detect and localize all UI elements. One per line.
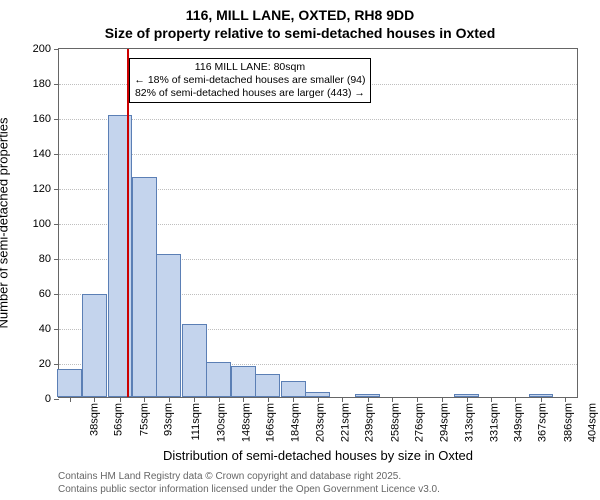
histogram-bar [82,294,107,397]
histogram-bar [355,394,380,398]
histogram-bar [206,362,231,397]
y-tick-label: 60 [39,288,59,300]
reference-marker-line [127,49,129,397]
y-tick-label: 160 [33,113,59,125]
x-tick-label: 331sqm [486,403,500,442]
x-tick-mark [442,397,443,402]
histogram-bar [231,366,256,398]
gridline [59,154,577,155]
x-tick-label: 258sqm [387,403,401,442]
y-tick-label: 180 [33,78,59,90]
x-tick-mark [194,397,195,402]
x-tick-label: 184sqm [287,403,301,442]
x-tick-mark [243,397,244,402]
footer-line-1: Contains HM Land Registry data © Crown c… [58,470,440,483]
histogram-bar [255,374,280,397]
footer-line-2: Contains public sector information licen… [58,483,440,496]
x-axis-label: Distribution of semi-detached houses by … [58,448,578,463]
x-tick-mark [293,397,294,402]
gridline [59,119,577,120]
x-tick-mark [94,397,95,402]
y-tick-label: 100 [33,218,59,230]
x-tick-mark [120,397,121,402]
x-tick-mark [318,397,319,402]
y-tick-label: 120 [33,183,59,195]
chart-container: 116, MILL LANE, OXTED, RH8 9DD Size of p… [0,0,600,500]
x-tick-mark [169,397,170,402]
x-tick-mark [467,397,468,402]
x-tick-label: 221sqm [337,403,351,442]
x-tick-label: 203sqm [313,403,327,442]
annotation-line-3: 82% of semi-detached houses are larger (… [134,87,365,100]
x-tick-mark [491,397,492,402]
title-line-1: 116, MILL LANE, OXTED, RH8 9DD [0,6,600,24]
x-tick-label: 166sqm [263,403,277,442]
histogram-bar [156,254,181,398]
y-tick-label: 200 [33,43,59,55]
x-tick-mark [417,397,418,402]
x-tick-mark [342,397,343,402]
histogram-bar [305,392,330,397]
y-axis-label: Number of semi-detached properties [0,12,11,223]
x-tick-mark [268,397,269,402]
x-tick-mark [565,397,566,402]
x-tick-label: 93sqm [161,403,175,436]
x-tick-label: 239sqm [362,403,376,442]
histogram-bar [529,394,554,398]
annotation-line-1: 116 MILL LANE: 80sqm [134,61,365,74]
x-tick-mark [541,397,542,402]
histogram-bar [454,394,479,398]
x-tick-label: 349sqm [511,403,525,442]
plot-area: 02040608010012014016018020038sqm56sqm75s… [58,48,578,398]
x-tick-mark [515,397,516,402]
annotation-box: 116 MILL LANE: 80sqm← 18% of semi-detach… [129,58,370,103]
x-tick-label: 148sqm [238,403,252,442]
y-tick-label: 80 [39,253,59,265]
histogram-bar [132,177,157,398]
x-tick-mark [70,397,71,402]
footer-attribution: Contains HM Land Registry data © Crown c… [58,470,440,496]
title-line-2: Size of property relative to semi-detach… [0,24,600,42]
y-tick-label: 140 [33,148,59,160]
x-tick-label: 111sqm [187,403,201,441]
x-tick-label: 38sqm [86,403,100,436]
histogram-bar [57,369,82,397]
chart-title: 116, MILL LANE, OXTED, RH8 9DD Size of p… [0,0,600,42]
annotation-line-2: ← 18% of semi-detached houses are smalle… [134,74,365,87]
histogram-bar [281,381,306,397]
x-tick-mark [368,397,369,402]
x-tick-label: 276sqm [412,403,426,442]
x-tick-label: 313sqm [462,403,476,442]
x-tick-mark [219,397,220,402]
y-tick-label: 40 [39,323,59,335]
x-tick-label: 294sqm [436,403,450,442]
x-tick-label: 130sqm [214,403,228,442]
x-tick-label: 75sqm [136,403,150,436]
x-tick-label: 367sqm [535,403,549,442]
x-tick-label: 404sqm [585,403,599,442]
x-tick-label: 386sqm [561,403,575,442]
histogram-bar [182,324,207,398]
x-tick-label: 56sqm [111,403,125,436]
y-tick-label: 20 [39,358,59,370]
x-tick-mark [144,397,145,402]
x-tick-mark [392,397,393,402]
